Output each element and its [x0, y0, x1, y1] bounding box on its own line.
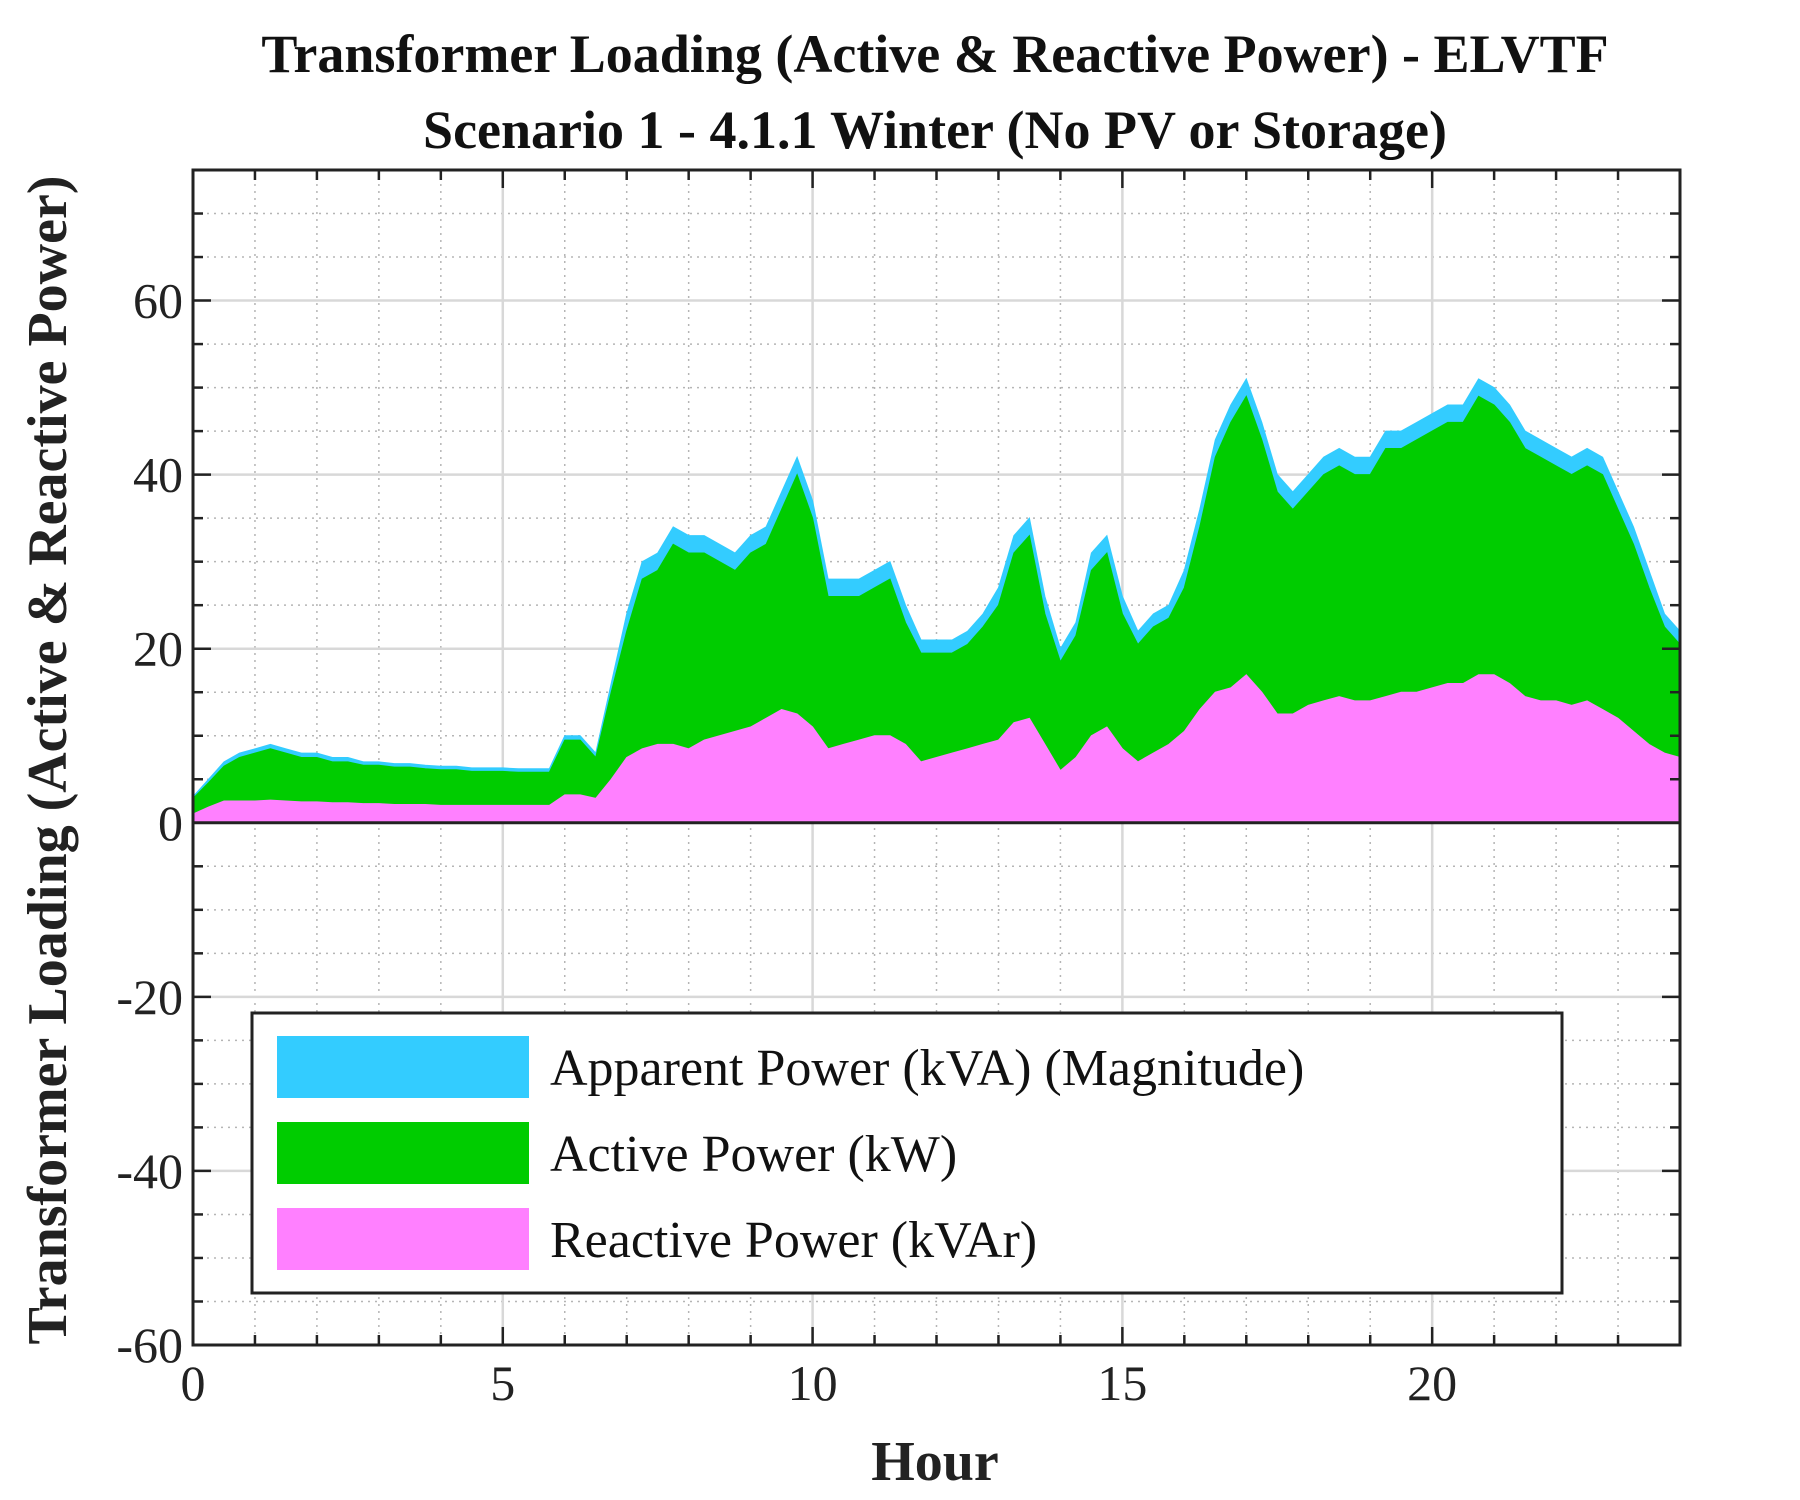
x-tick-label: 15: [1097, 1355, 1147, 1411]
legend-swatch-active: [277, 1122, 529, 1184]
y-tick-label: -60: [116, 1317, 183, 1373]
y-tick-label: -40: [116, 1143, 183, 1199]
y-axis-label: Transformer Loading (Active & Reactive P…: [17, 176, 79, 1345]
chart-title: Transformer Loading (Active & Reactive P…: [261, 24, 1608, 84]
x-axis-label: Hour: [871, 1431, 999, 1493]
x-tick-label: 10: [788, 1355, 838, 1411]
y-tick-label: 60: [133, 273, 183, 329]
ticks: 0 5 10 15 20 -60 -40 -20 0 20 40 60: [116, 168, 1682, 1411]
legend-swatch-reactive: [277, 1208, 529, 1270]
legend: Apparent Power (kVA) (Magnitude) Active …: [250, 1011, 1564, 1295]
x-tick-label: 5: [490, 1355, 515, 1411]
legend-swatch-apparent: [277, 1036, 529, 1098]
series-area-2: [192, 674, 1681, 824]
y-tick-label: 0: [158, 795, 183, 851]
plot-frame: [191, 168, 1682, 1347]
y-tick-label: -20: [116, 969, 183, 1025]
chart-subtitle: Scenario 1 - 4.1.1 Winter (No PV or Stor…: [423, 100, 1447, 160]
legend-label-reactive: Reactive Power (kVAr): [550, 1212, 1037, 1269]
x-tick-label: 20: [1407, 1355, 1457, 1411]
legend-label-active: Active Power (kW): [550, 1126, 957, 1183]
series-layer: [192, 377, 1681, 824]
y-tick-label: 20: [133, 621, 183, 677]
legend-label-apparent: Apparent Power (kVA) (Magnitude): [550, 1040, 1304, 1097]
x-tick-label: 0: [181, 1355, 206, 1411]
y-tick-label: 40: [133, 447, 183, 503]
